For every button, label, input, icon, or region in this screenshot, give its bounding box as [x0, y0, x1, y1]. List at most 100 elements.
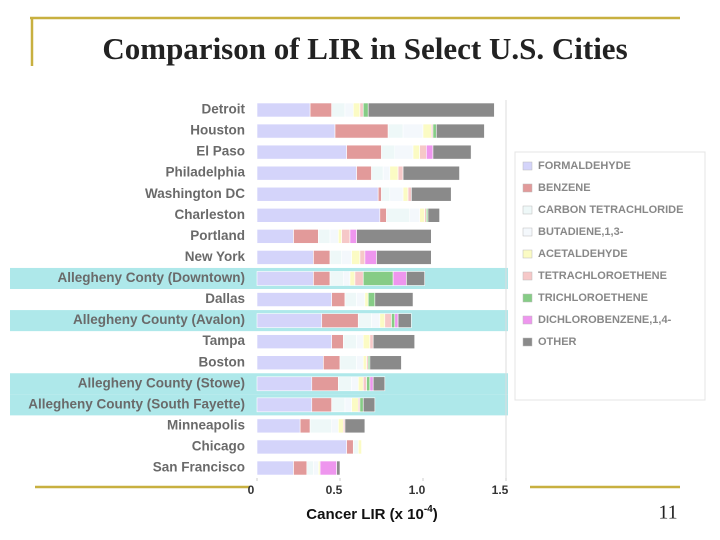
legend-label: FORMALDEHYDE — [538, 160, 631, 172]
bar-segment — [256, 165, 357, 181]
bar-segment — [256, 144, 347, 160]
x-tick-label: 1.0 — [409, 483, 426, 497]
legend-swatch — [522, 337, 533, 347]
bar-segment — [362, 355, 367, 371]
bar-segment — [364, 292, 369, 307]
x-tick-label: 0.5 — [326, 483, 343, 497]
bar-segment — [309, 418, 332, 434]
bar-segment — [367, 292, 376, 307]
x-tick-label: 1.5 — [492, 483, 509, 497]
bar-segment — [321, 313, 359, 328]
legend-label: DICHLOROBENZENE,1,4- — [538, 314, 672, 326]
x-label-text: Cancer LIR (x 10 — [306, 506, 424, 523]
x-label-end: ) — [433, 506, 438, 523]
category-label: Detroit — [202, 102, 246, 117]
bar-segment — [392, 271, 407, 286]
bar-segment — [402, 123, 424, 139]
bar-segment — [329, 271, 344, 286]
bar-segment — [357, 376, 364, 392]
bar-segment — [372, 376, 386, 392]
bar-segment — [344, 292, 357, 307]
bar-segment — [407, 186, 412, 202]
bar-segment — [293, 460, 308, 476]
bar-segment — [411, 186, 452, 202]
bar-segment — [349, 271, 356, 286]
bar-segment — [346, 144, 382, 160]
slide-title: Comparison of LIR in Select U.S. Cities — [102, 31, 627, 66]
legend-swatch — [522, 161, 533, 171]
bar-segment — [362, 271, 394, 286]
category-label: Allegheny Conty (Downtown) — [58, 270, 245, 285]
category-label: Tampa — [202, 333, 245, 348]
bar-segment — [356, 355, 364, 371]
bar-segment — [356, 292, 366, 307]
bar-segment — [359, 102, 364, 118]
bar-segment — [377, 186, 382, 202]
category-label: Chicago — [192, 439, 245, 454]
legend-box — [514, 151, 706, 401]
bar-segment — [256, 397, 313, 413]
category-label: Minneapolis — [167, 417, 245, 432]
bar-segment — [356, 229, 432, 244]
bar-segment — [435, 123, 485, 139]
bar-segment — [331, 397, 346, 413]
bar-segment — [351, 397, 359, 413]
bar-segment — [369, 376, 374, 392]
bar-segment — [318, 229, 331, 244]
bar-segment — [369, 355, 402, 371]
bar-segment — [256, 123, 336, 139]
category-label: Dallas — [205, 291, 245, 306]
bar-segment — [369, 334, 374, 349]
bar-segment — [256, 334, 332, 349]
bar-segment — [351, 250, 361, 265]
category-label: Allegheny County (Avalon) — [73, 312, 245, 327]
bar-segment — [343, 271, 351, 286]
bar-segment — [256, 229, 294, 244]
bar-segment — [256, 292, 332, 307]
bar-segment — [256, 186, 379, 202]
category-label: Allegheny County (South Fayette) — [28, 396, 245, 411]
bar-segment — [256, 439, 347, 455]
bar-segment — [293, 229, 319, 244]
page-number: 11 — [658, 502, 677, 524]
bar-segment — [386, 208, 411, 223]
bar-segment — [311, 397, 332, 413]
bar-segment — [331, 418, 339, 434]
bar-segment — [256, 102, 311, 118]
bar-segment — [394, 144, 414, 160]
legend-swatch — [522, 315, 533, 325]
bar-segment — [362, 397, 376, 413]
legend-swatch — [522, 271, 533, 281]
x-label-exponent: -4 — [424, 504, 433, 515]
category-label: Boston — [199, 354, 246, 369]
legend-swatch — [522, 227, 533, 237]
bar-segment — [349, 229, 357, 244]
bar-segment — [381, 144, 396, 160]
bar-segment — [311, 376, 339, 392]
bar-segment — [338, 229, 342, 244]
legend-label: OTHER — [538, 336, 577, 348]
bar-segment — [338, 418, 344, 434]
legend-swatch — [522, 183, 533, 193]
legend-label: ACETALDEHYDE — [538, 248, 628, 260]
bar-segment — [374, 292, 414, 307]
bar-segment — [412, 144, 420, 160]
bar-segment — [419, 208, 425, 223]
bar-segment — [359, 397, 364, 413]
bar-segment — [331, 334, 344, 349]
bar-segment — [256, 460, 294, 476]
bar-segment — [371, 165, 384, 181]
bar-segment — [352, 439, 359, 455]
category-label: Philadelphia — [165, 165, 245, 180]
bar-segment — [367, 102, 495, 118]
bar-segment — [256, 271, 314, 286]
bar-segment — [379, 313, 386, 328]
x-tick-label: 0 — [248, 483, 255, 497]
legend-label: BUTADIENE,1,3- — [538, 226, 624, 238]
bar-segment — [366, 376, 371, 392]
bar-segment — [357, 313, 372, 328]
legend-swatch — [522, 205, 533, 215]
legend-swatch — [522, 249, 533, 259]
bar-segment — [397, 165, 404, 181]
bar-segment — [382, 165, 391, 181]
